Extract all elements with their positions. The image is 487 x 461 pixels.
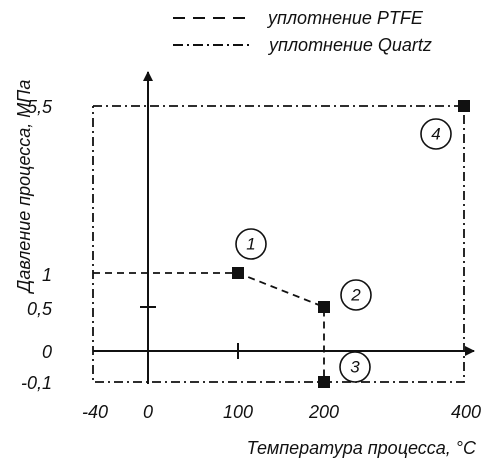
quartz-series-line xyxy=(92,105,465,383)
x-tick-label-400: 400 xyxy=(451,402,481,422)
marker-circle-2 xyxy=(340,279,372,311)
y-tick-label-1: 1 xyxy=(42,265,52,285)
ptfe-series-line xyxy=(93,272,325,382)
legend-ptfe-label: уплотнение PTFE xyxy=(266,8,424,28)
marker-number-4: 4 xyxy=(431,124,440,143)
marker-number-3: 3 xyxy=(350,357,360,376)
x-tick-label-100: 100 xyxy=(223,402,253,422)
y-axis-title: Давление процесса, МПа xyxy=(14,80,34,295)
marker-circle-3 xyxy=(339,351,371,383)
marker-circle-4 xyxy=(420,118,452,150)
y-tick-label-0minus-5: 0,5 xyxy=(27,299,53,319)
data-point-3 xyxy=(318,376,330,388)
data-point-4 xyxy=(458,100,470,112)
marker-number-1: 1 xyxy=(246,234,255,253)
x-tick-label-200: 200 xyxy=(308,402,339,422)
y-tick-label-minus-0-1: -0,1 xyxy=(21,373,52,393)
x-tick-label-minus-40: -40 xyxy=(82,402,108,422)
y-tick-label-0: 0 xyxy=(42,342,52,362)
data-point-1 xyxy=(232,267,244,279)
y-tick-label-5minus-5: 5,5 xyxy=(27,97,53,117)
x-tick-label-0: 0 xyxy=(143,402,153,422)
marker-number-2: 2 xyxy=(350,285,361,304)
x-axis-title: Температура процесса, °C xyxy=(247,438,477,458)
data-point-2 xyxy=(318,301,330,313)
legend-quartz-label: уплотнение Quartz xyxy=(267,35,432,55)
marker-circle-1 xyxy=(235,228,267,260)
